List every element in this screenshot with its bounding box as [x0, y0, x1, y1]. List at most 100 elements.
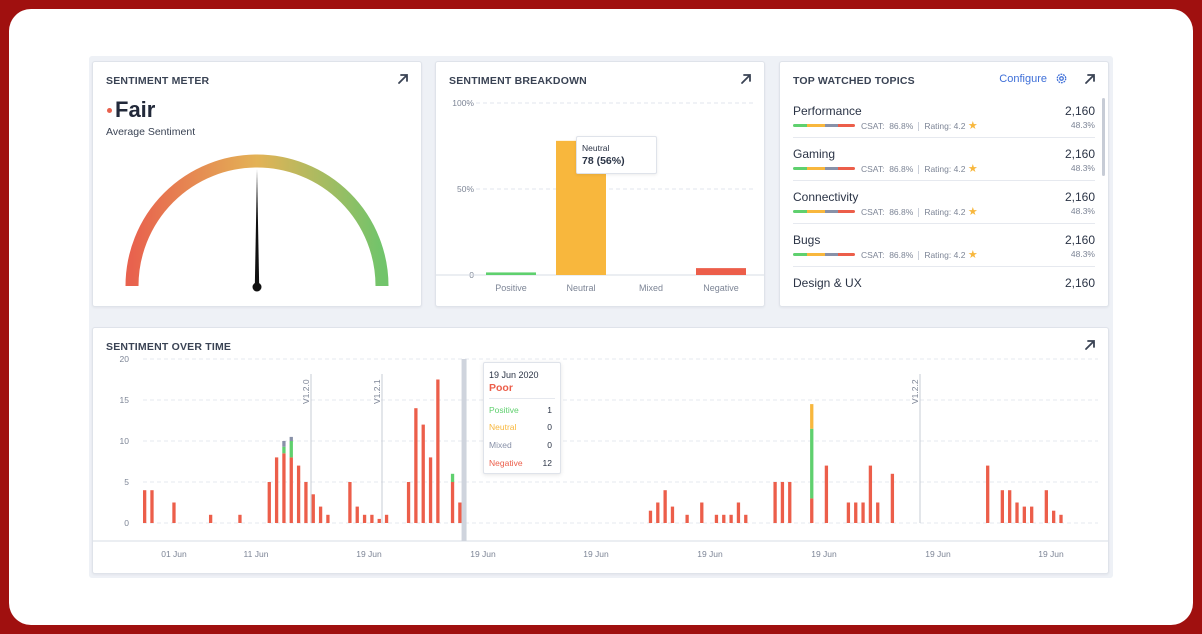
sentiment-subtitle: Average Sentiment: [106, 126, 196, 138]
bar-positive[interactable]: [486, 272, 536, 275]
topic-row[interactable]: Connectivity 2,160 CSAT: 86.8% Rating: 4.…: [793, 180, 1095, 224]
bar-negative[interactable]: [428, 457, 433, 523]
bar-negative[interactable]: [744, 514, 748, 523]
sentiment-gauge: [125, 154, 389, 292]
bar-negative[interactable]: [421, 424, 425, 523]
bar-negative[interactable]: [143, 490, 147, 523]
bar-negative[interactable]: [355, 506, 359, 523]
bar-negative[interactable]: [267, 482, 271, 523]
bar-negative[interactable]: [1015, 502, 1019, 524]
bar-negative[interactable]: [348, 482, 352, 523]
sentiment-meter-card: SENTIMENT METER Fair Average Sentiment: [92, 61, 422, 307]
topic-row[interactable]: Design & UX 2,160: [793, 266, 1095, 306]
tooltip-row-mixed: Mixed 0: [489, 440, 552, 450]
bar-negative[interactable]: [238, 514, 242, 523]
topic-count: 2,160: [1064, 233, 1095, 247]
topic-sentiment-bar: [793, 124, 855, 127]
bar-negative[interactable]: [1008, 490, 1012, 523]
y-tick-label: 15: [120, 395, 130, 405]
bar-negative[interactable]: [1059, 514, 1063, 523]
bar-negative[interactable]: [172, 502, 176, 524]
tooltip-row-neutral: Neutral 0: [489, 422, 552, 432]
bar-negative[interactable]: [318, 506, 323, 523]
bar-negative[interactable]: [700, 502, 704, 524]
expand-icon[interactable]: [1082, 71, 1098, 87]
topic-row[interactable]: Gaming 2,160 CSAT: 86.8% Rating: 4.2 ★ 48…: [793, 137, 1095, 181]
bar-negative[interactable]: [824, 465, 829, 523]
bar-negative[interactable]: [846, 502, 851, 524]
bar-positive[interactable]: [810, 428, 814, 499]
topic-row[interactable]: Performance 2,160 CSAT: 86.8% Rating: 4.2…: [793, 94, 1095, 138]
topic-row[interactable]: Bugs 2,160 CSAT: 86.8% Rating: 4.2 ★ 48.3…: [793, 223, 1095, 267]
gear-icon[interactable]: [1055, 72, 1068, 85]
bar-negative[interactable]: [868, 465, 873, 523]
bar-negative[interactable]: [890, 473, 895, 523]
bar-negative[interactable]: [274, 457, 279, 523]
bar-negative[interactable]: [296, 465, 301, 523]
bar-negative[interactable]: [788, 482, 792, 523]
expand-icon[interactable]: [1082, 337, 1098, 353]
bar-negative[interactable]: [1030, 506, 1034, 523]
expand-icon[interactable]: [738, 71, 754, 87]
bar-negative[interactable]: [282, 453, 286, 523]
bar-negative[interactable]: [696, 268, 746, 275]
bar-negative[interactable]: [1052, 510, 1056, 523]
x-tick-label: Mixed: [639, 283, 663, 293]
topic-count: 2,160: [1064, 276, 1095, 290]
bar-negative[interactable]: [150, 490, 154, 523]
bar-negative[interactable]: [670, 506, 675, 523]
bar-negative[interactable]: [663, 490, 667, 523]
tooltip-divider: [489, 398, 555, 399]
star-icon: ★: [967, 206, 978, 218]
bar-negative[interactable]: [854, 502, 858, 524]
bar-positive[interactable]: [282, 446, 286, 454]
bar-positive[interactable]: [289, 441, 293, 458]
x-tick-label: 19 Jun: [1038, 549, 1064, 559]
bar-negative[interactable]: [377, 518, 381, 523]
bar-negative[interactable]: [406, 482, 411, 523]
bar-negative[interactable]: [436, 379, 440, 524]
bar-negative[interactable]: [304, 482, 308, 523]
bar-negative[interactable]: [656, 502, 660, 524]
bar-negative[interactable]: [450, 482, 455, 523]
bar-negative[interactable]: [1000, 490, 1004, 523]
scrollbar-thumb[interactable]: [1102, 98, 1105, 176]
configure-link[interactable]: Configure: [999, 73, 1047, 85]
bar-negative[interactable]: [289, 457, 293, 523]
bar-negative[interactable]: [208, 514, 213, 523]
bar-negative[interactable]: [311, 494, 315, 523]
bar-negative[interactable]: [736, 502, 741, 524]
card-title: SENTIMENT METER: [106, 75, 210, 87]
topic-meta: CSAT: 86.8% Rating: 4.2 ★: [861, 120, 978, 132]
bar-negative[interactable]: [648, 510, 653, 523]
bar-negative[interactable]: [414, 408, 418, 523]
bar-negative[interactable]: [326, 514, 330, 523]
card-title: TOP WATCHED TOPICS: [793, 75, 915, 87]
bar-mixed[interactable]: [289, 436, 293, 441]
bar-negative[interactable]: [861, 502, 865, 524]
topic-count: 2,160: [1064, 147, 1095, 161]
bar-mixed[interactable]: [282, 441, 286, 447]
bar-negative[interactable]: [370, 514, 374, 523]
bar-negative[interactable]: [722, 514, 726, 523]
bar-negative[interactable]: [1022, 506, 1026, 523]
tooltip-value: 78 (56%): [582, 155, 625, 167]
bar-negative[interactable]: [384, 514, 389, 523]
topic-count: 2,160: [1064, 104, 1095, 118]
bar-positive[interactable]: [450, 473, 455, 482]
topic-percent: 48.3%: [1070, 120, 1095, 130]
bar-negative[interactable]: [458, 502, 462, 524]
bar-negative[interactable]: [986, 465, 990, 523]
bar-neutral[interactable]: [810, 404, 814, 429]
bar-negative[interactable]: [876, 502, 880, 524]
bar-negative[interactable]: [714, 514, 719, 523]
bar-negative[interactable]: [362, 514, 367, 523]
bar-negative[interactable]: [780, 482, 785, 523]
bar-negative[interactable]: [685, 514, 689, 523]
bar-negative[interactable]: [1044, 490, 1048, 523]
topic-percent: 48.3%: [1070, 163, 1095, 173]
bar-negative[interactable]: [729, 514, 733, 523]
bar-negative[interactable]: [810, 498, 814, 523]
bar-negative[interactable]: [773, 482, 777, 523]
expand-icon[interactable]: [395, 71, 411, 87]
